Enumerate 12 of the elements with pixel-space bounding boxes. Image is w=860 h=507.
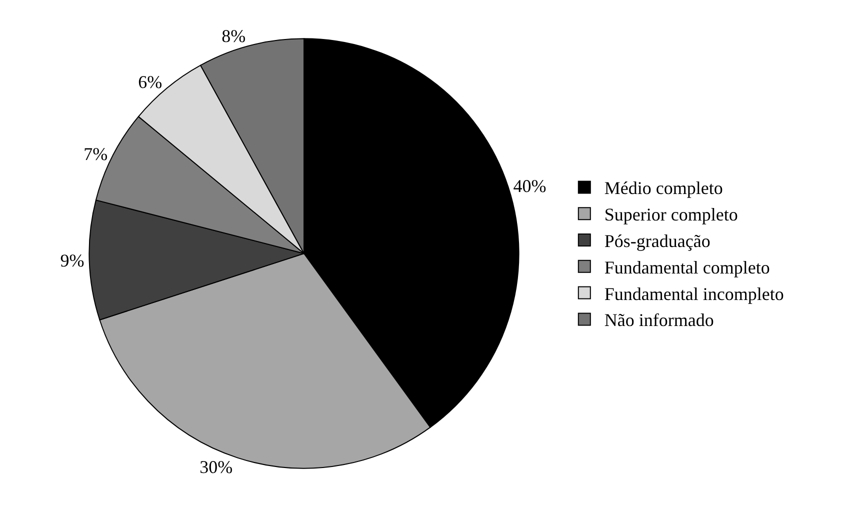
legend-label: Fundamental incompleto: [604, 284, 784, 304]
legend-label: Fundamental completo: [604, 257, 770, 278]
legend-label: Superior completo: [604, 204, 738, 225]
legend-label: Pós-graduação: [604, 231, 710, 252]
data-label: 30%: [200, 456, 233, 477]
legend-label: Médio completo: [604, 178, 723, 198]
legend-label: Não informado: [604, 310, 714, 330]
data-label: 9%: [60, 250, 84, 270]
data-label: 7%: [84, 144, 108, 164]
data-label: 40%: [513, 176, 546, 196]
data-label: 6%: [138, 72, 162, 92]
data-label: 8%: [222, 26, 246, 46]
